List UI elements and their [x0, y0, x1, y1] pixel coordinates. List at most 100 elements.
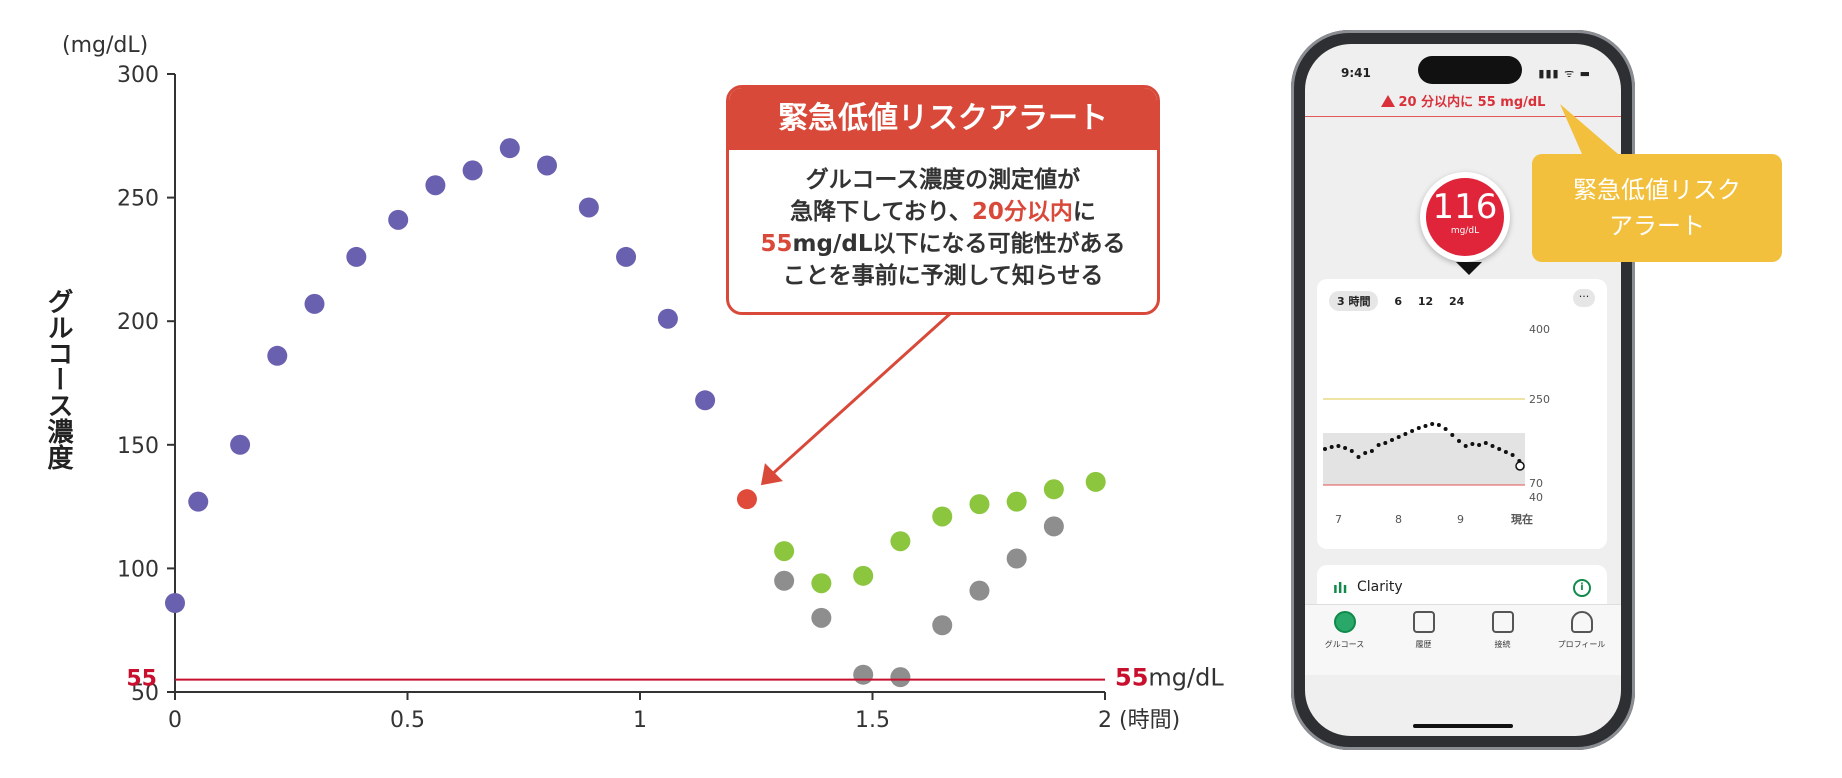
bottom-tab-bar: グルコース 履歴 接続 プロフィール: [1305, 604, 1621, 675]
data-point-series-0: [578, 197, 599, 218]
alert-callout: 緊急低値リスクアラート グルコース濃度の測定値が 急降下しており、20分以内に …: [726, 85, 1160, 315]
y-tick-label: 100: [117, 557, 159, 582]
home-indicator: [1413, 724, 1513, 728]
x-tick-label: 1.5: [855, 708, 890, 733]
mini-graph-point: [1430, 422, 1435, 426]
mini-graph-point: [1483, 441, 1488, 445]
range-tab-12h[interactable]: 12: [1417, 295, 1434, 308]
mini-graph-trace: [1323, 422, 1525, 471]
glucose-reading-value: 116: [1432, 187, 1498, 227]
data-point-series-0: [304, 293, 325, 314]
status-icons: ▮▮▮ ᯤ ▬: [1538, 67, 1591, 80]
graph-x-label-9: 9: [1457, 513, 1464, 526]
threshold-axis-label: 55: [126, 667, 157, 692]
glucose-chart: 300 250 200 150 100 50 0 0.5 1 1.5 2 (時間) (mg/dL) グルコ…: [43, 33, 1224, 733]
data-point-series-0: [537, 155, 557, 176]
threshold-line-value: 55: [1115, 664, 1148, 692]
data-point-series-2: [1043, 479, 1064, 500]
more-options-button[interactable]: ···: [1573, 289, 1595, 307]
trend-arrow-icon: [1456, 262, 1482, 275]
range-tab-3h[interactable]: 3 時間: [1329, 291, 1379, 311]
data-point-series-0: [425, 175, 446, 196]
mini-graph-point: [1423, 424, 1428, 428]
mini-graph-current-point: [1515, 461, 1525, 471]
x-tick-label: 0.5: [390, 708, 425, 733]
data-point-series-3: [853, 664, 874, 685]
range-tab-24h[interactable]: 24: [1448, 295, 1465, 308]
callout-line-2-post: に: [1072, 199, 1096, 225]
info-icon[interactable]: i: [1573, 579, 1591, 597]
mini-graph-point: [1463, 444, 1468, 448]
tab-glucose-label: グルコース: [1324, 640, 1365, 649]
y-tick-label: 250: [117, 187, 159, 212]
mini-graph-point: [1349, 449, 1354, 453]
data-point-series-2: [969, 494, 990, 515]
data-point-series-2: [890, 531, 911, 552]
phone-callout-line-2: アラート: [1609, 212, 1705, 240]
data-point-series-3: [890, 667, 911, 688]
x-tick-label: 0: [168, 708, 182, 733]
mini-graph-point: [1457, 439, 1461, 443]
data-point-series-3: [932, 615, 953, 636]
mini-graph-point: [1443, 427, 1448, 431]
device-icon: [1491, 611, 1514, 633]
mini-graph-point: [1396, 435, 1401, 439]
data-point-series-2: [932, 506, 953, 527]
data-point-series-2: [853, 565, 874, 586]
tab-glucose[interactable]: グルコース: [1305, 611, 1384, 650]
clarity-label: Clarity: [1357, 579, 1403, 595]
y-axis-title: グルコース濃度: [43, 288, 73, 471]
graph-y-label-40: 40: [1529, 491, 1543, 504]
urgent-low-alert-banner[interactable]: 20 分以内に 55 mg/dL: [1305, 90, 1621, 117]
mini-graph-point: [1503, 450, 1508, 454]
callout-line-3-highlight: 55: [760, 231, 793, 257]
graph-y-label-70: 70: [1529, 477, 1543, 490]
tab-connect[interactable]: 接続: [1463, 611, 1542, 650]
time-range-tabs: 3 時間 6 12 24: [1329, 291, 1476, 311]
mini-graph-point: [1329, 445, 1334, 449]
data-point-series-0: [616, 246, 637, 267]
callout-arrow: [769, 310, 954, 477]
mini-graph-point: [1383, 441, 1388, 445]
y-tick-label: 50: [131, 681, 159, 706]
data-point-series-0: [165, 593, 185, 614]
callout-line-3: 55mg/dL以下になる可能性がある: [729, 228, 1157, 260]
phone-alert-callout: 緊急低値リスク アラート: [1532, 154, 1782, 262]
data-point-series-3: [969, 580, 990, 601]
y-tick-label: 300: [117, 63, 159, 88]
mini-graph-point: [1343, 446, 1348, 450]
mini-graph-point: [1363, 451, 1368, 455]
x-tick-label: 1: [633, 708, 647, 733]
mini-graph-point: [1356, 455, 1361, 459]
graph-y-label-400: 400: [1529, 323, 1550, 336]
mini-graph-point: [1510, 453, 1515, 457]
mini-graph-point: [1416, 426, 1421, 430]
data-point-series-3: [811, 607, 832, 628]
graph-y-label-250: 250: [1529, 393, 1550, 406]
glucose-reading[interactable]: 116 mg/dL: [1420, 172, 1510, 262]
mini-graph-point: [1470, 442, 1475, 446]
y-tick-label: 150: [117, 434, 159, 459]
tab-history[interactable]: 履歴: [1384, 611, 1463, 650]
data-point-series-3: [774, 570, 795, 591]
clarity-bars-icon: ılı: [1333, 581, 1348, 597]
mini-graph-point: [1336, 444, 1341, 448]
data-point-series-2: [1006, 491, 1027, 512]
data-point-series-0: [657, 308, 678, 329]
mini-graph-point: [1403, 432, 1408, 436]
data-point-series-3: [1006, 548, 1027, 569]
tab-history-label: 履歴: [1415, 640, 1432, 649]
data-point-series-0: [695, 390, 716, 411]
threshold-line-label: 55mg/dL: [1115, 664, 1224, 692]
callout-line-2: 急降下しており、20分以内に: [729, 196, 1157, 228]
mini-graph-point: [1490, 444, 1495, 448]
tab-profile[interactable]: プロフィール: [1542, 611, 1621, 650]
data-point-series-0: [499, 138, 520, 159]
data-point-series-3: [1043, 516, 1064, 537]
alert-banner-text: 20 分以内に 55 mg/dL: [1398, 95, 1546, 110]
range-tab-6h[interactable]: 6: [1394, 295, 1402, 308]
callout-title: 緊急低値リスクアラート: [729, 88, 1157, 150]
graph-x-label-7: 7: [1335, 513, 1342, 526]
status-time: 9:41: [1341, 66, 1371, 80]
glucose-reading-unit: mg/dL: [1450, 226, 1480, 236]
